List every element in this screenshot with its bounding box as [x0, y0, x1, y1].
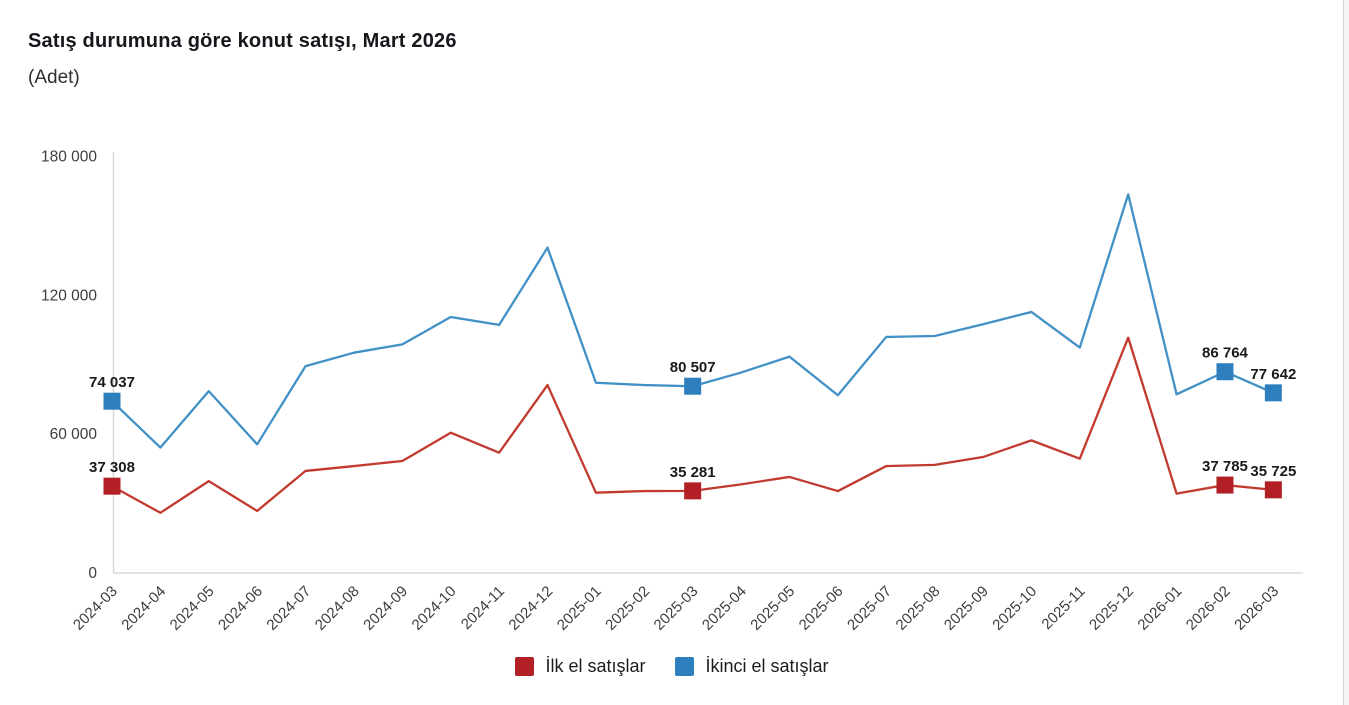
- data-point-marker: [103, 392, 121, 410]
- legend-label: İkinci el satışlar: [705, 656, 829, 676]
- x-tick-label: 2024-09: [360, 583, 411, 634]
- y-tick-label: 120 000: [41, 287, 97, 304]
- x-tick-label: 2024-07: [263, 583, 314, 634]
- y-tick-label: 180 000: [41, 149, 97, 166]
- legend-item-ikinci-el: İkinci el satışlar: [675, 656, 829, 677]
- legend-swatch: [515, 657, 535, 676]
- data-point-marker: [1216, 476, 1234, 494]
- x-tick-label: 2025-10: [989, 583, 1040, 634]
- y-tick-label: 60 000: [50, 426, 98, 443]
- chart-header: Satış durumuna göre konut satışı, Mart 2…: [28, 30, 457, 89]
- legend-swatch: [675, 657, 695, 676]
- x-tick-label: 2025-01: [554, 583, 605, 634]
- chart-unit-label: (Adet): [28, 67, 80, 88]
- data-point-marker: [1264, 481, 1282, 499]
- data-label: 77 642: [1250, 366, 1296, 383]
- x-tick-label: 2024-06: [215, 583, 266, 634]
- x-tick-label: 2024-12: [505, 583, 556, 634]
- x-tick-label: 2024-08: [312, 583, 363, 634]
- page-scrollbar[interactable]: [1343, 0, 1349, 705]
- x-tick-label: 2024-04: [118, 583, 169, 634]
- x-tick-label: 2024-11: [458, 583, 508, 633]
- legend-item-ilk-el: İlk el satışlar: [515, 656, 645, 677]
- data-label: 37 308: [89, 459, 135, 476]
- x-tick-label: 2025-03: [651, 583, 702, 634]
- data-label: 35 725: [1250, 463, 1296, 480]
- data-label: 80 507: [670, 359, 716, 376]
- x-tick-label: 2025-12: [1086, 583, 1137, 634]
- x-tick-label: 2025-04: [699, 583, 750, 634]
- data-point-marker: [1216, 363, 1234, 381]
- x-tick-label: 2025-08: [893, 583, 944, 634]
- chart-legend: İlk el satışlar İkinci el satışlar: [0, 656, 1344, 677]
- x-tick-label: 2026-01: [1134, 583, 1185, 634]
- x-tick-label: 2025-07: [844, 583, 895, 634]
- y-tick-label: 0: [88, 565, 97, 582]
- data-label: 37 785: [1202, 458, 1248, 475]
- x-tick-label: 2025-09: [941, 583, 992, 634]
- data-label: 35 281: [670, 464, 716, 481]
- x-tick-label: 2025-06: [796, 583, 847, 634]
- data-point-marker: [1264, 384, 1282, 402]
- x-tick-label: 2024-03: [70, 583, 121, 634]
- x-tick-label: 2026-03: [1231, 583, 1282, 634]
- x-tick-label: 2026-02: [1183, 583, 1234, 634]
- data-label: 86 764: [1202, 345, 1249, 362]
- data-point-marker: [684, 377, 702, 395]
- x-tick-label: 2025-11: [1038, 583, 1088, 633]
- legend-label: İlk el satışlar: [545, 656, 646, 676]
- x-tick-label: 2024-05: [167, 583, 218, 634]
- chart-title: Satış durumuna göre konut satışı, Mart 2…: [28, 30, 457, 52]
- data-point-marker: [103, 477, 121, 495]
- data-label: 74 037: [89, 374, 135, 391]
- data-point-marker: [684, 482, 702, 500]
- x-tick-label: 2025-02: [602, 583, 653, 634]
- x-tick-label: 2024-10: [409, 583, 460, 634]
- x-tick-label: 2025-05: [747, 583, 798, 634]
